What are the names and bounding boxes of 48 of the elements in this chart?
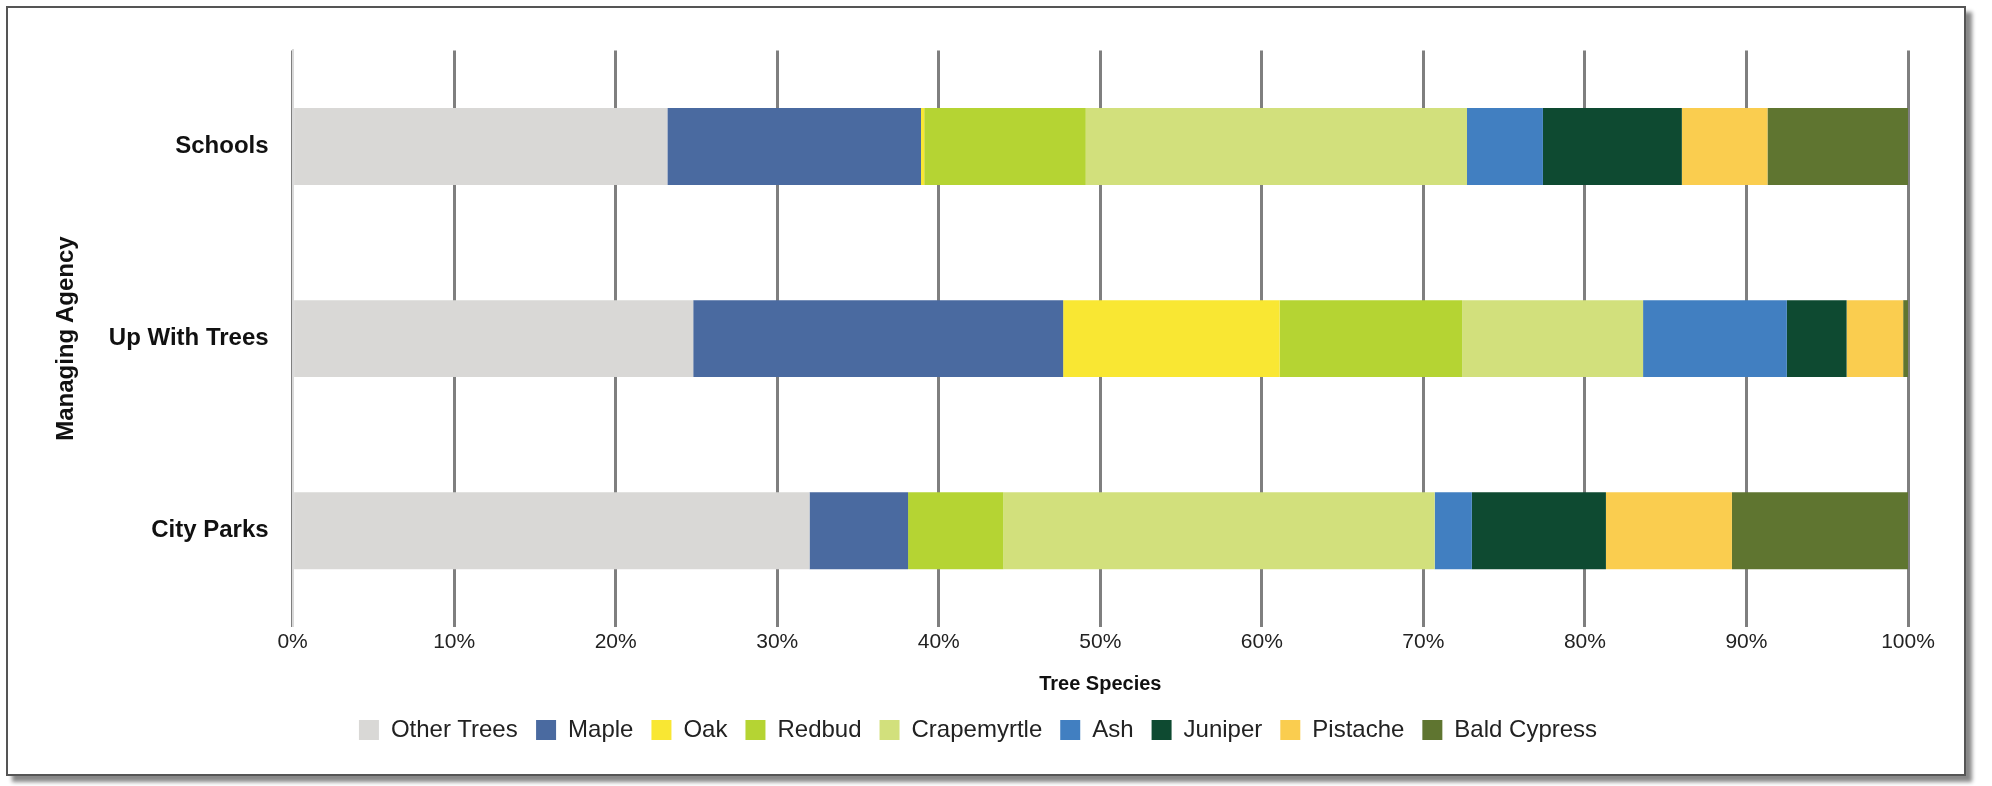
legend-label: Maple xyxy=(568,714,634,742)
x-tick-label: 20% xyxy=(594,629,637,653)
x-tick-label: 10% xyxy=(433,629,476,653)
legend-label: Crapemyrtle xyxy=(911,714,1043,742)
bar xyxy=(1731,492,1908,570)
bar xyxy=(693,300,1064,378)
x-tick-label: 80% xyxy=(1563,629,1606,653)
bar xyxy=(908,492,1004,570)
bar xyxy=(924,108,1086,185)
bar xyxy=(1786,300,1847,378)
x-tick-label: 0% xyxy=(277,629,308,653)
bar xyxy=(1279,300,1463,378)
x-tick-label: 60% xyxy=(1240,629,1283,653)
legend-label: Bald Cypress xyxy=(1454,714,1598,742)
legend-label: Oak xyxy=(683,714,729,742)
bar xyxy=(1542,108,1682,185)
bar xyxy=(1085,108,1467,185)
legend-label: Pistache xyxy=(1312,714,1405,742)
x-tick-label: 70% xyxy=(1402,629,1445,653)
legend-label: Redbud xyxy=(777,714,862,742)
bar xyxy=(1643,300,1787,378)
x-tick-label: 90% xyxy=(1725,629,1768,653)
x-tick-label: 50% xyxy=(1079,629,1122,653)
bar xyxy=(921,108,925,185)
bar xyxy=(1605,492,1732,570)
legend-label: Juniper xyxy=(1183,714,1263,742)
x-tick-label: 100% xyxy=(1881,629,1935,653)
y-tick-label: City Parks xyxy=(151,515,269,543)
bar xyxy=(1434,492,1472,570)
bar xyxy=(1846,300,1904,378)
x-tick-label: 30% xyxy=(756,629,799,653)
y-tick-label: Up With Trees xyxy=(108,323,269,351)
legend-label: Other Trees xyxy=(390,714,518,742)
bar xyxy=(667,108,921,185)
bar xyxy=(1681,108,1768,185)
bar xyxy=(1063,300,1280,378)
bar xyxy=(1003,492,1435,570)
x-tick-label: 40% xyxy=(917,629,960,653)
legend-label: Ash xyxy=(1092,714,1134,742)
y-axis-title: Managing Agency xyxy=(51,235,79,441)
bar xyxy=(1462,300,1644,378)
bar xyxy=(1767,108,1908,185)
bar xyxy=(1467,108,1543,185)
bar xyxy=(809,492,909,570)
bar xyxy=(1903,300,1908,378)
y-tick-label: Schools xyxy=(175,131,269,159)
x-axis-title: Tree Species xyxy=(1039,671,1162,694)
bar xyxy=(1471,492,1606,570)
